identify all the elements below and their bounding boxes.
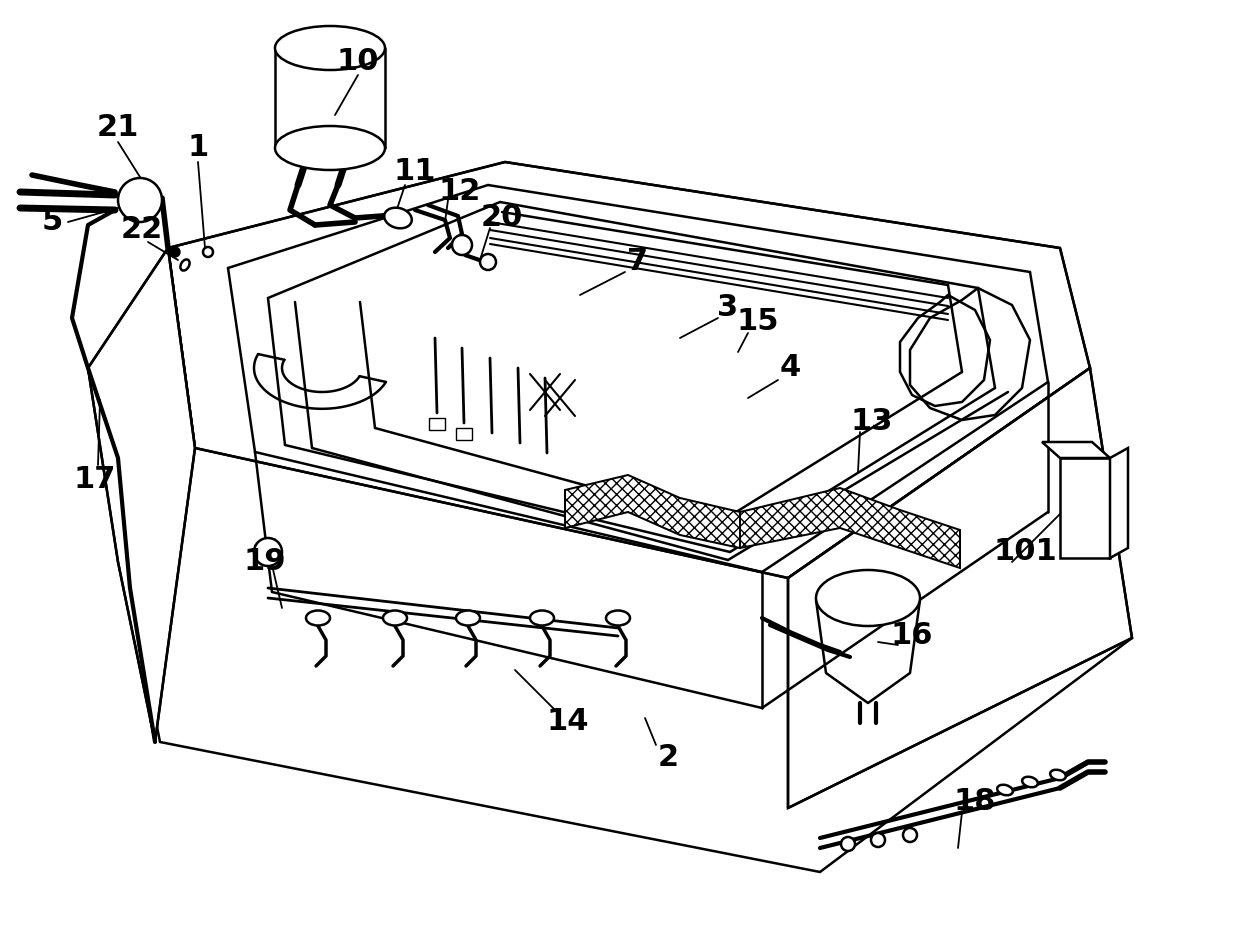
Ellipse shape	[823, 581, 913, 623]
Circle shape	[254, 538, 281, 566]
Text: 11: 11	[394, 157, 436, 187]
Polygon shape	[1042, 442, 1110, 458]
Ellipse shape	[383, 610, 407, 625]
Polygon shape	[429, 418, 445, 430]
Circle shape	[480, 254, 496, 270]
Polygon shape	[787, 368, 1132, 808]
Circle shape	[870, 833, 885, 847]
Text: 16: 16	[890, 621, 934, 649]
Circle shape	[453, 235, 472, 255]
Text: 14: 14	[547, 707, 589, 737]
Ellipse shape	[180, 260, 190, 270]
Text: 22: 22	[120, 215, 164, 245]
Circle shape	[203, 247, 213, 257]
Ellipse shape	[384, 208, 412, 228]
Polygon shape	[167, 162, 1090, 578]
Text: 2: 2	[657, 744, 678, 772]
Ellipse shape	[1022, 777, 1038, 787]
Text: 17: 17	[74, 466, 117, 494]
Text: 4: 4	[780, 353, 801, 383]
Polygon shape	[456, 428, 472, 440]
Text: 10: 10	[337, 48, 379, 76]
Ellipse shape	[1050, 770, 1066, 781]
Ellipse shape	[275, 126, 384, 170]
Text: 5: 5	[41, 208, 63, 236]
Text: 13: 13	[851, 407, 893, 437]
Text: 19: 19	[244, 547, 286, 577]
Ellipse shape	[275, 26, 384, 70]
Ellipse shape	[529, 610, 554, 625]
Circle shape	[118, 178, 162, 222]
Circle shape	[903, 828, 918, 842]
Ellipse shape	[606, 610, 630, 625]
Text: 7: 7	[627, 248, 649, 276]
Ellipse shape	[306, 610, 330, 625]
Circle shape	[170, 247, 180, 257]
Polygon shape	[88, 248, 195, 742]
Text: 18: 18	[954, 787, 996, 817]
Circle shape	[841, 837, 856, 851]
Ellipse shape	[997, 784, 1013, 795]
Ellipse shape	[456, 610, 480, 625]
Polygon shape	[565, 475, 740, 548]
Ellipse shape	[816, 570, 920, 626]
Polygon shape	[740, 488, 960, 568]
Text: 1: 1	[187, 133, 208, 163]
Text: 3: 3	[718, 293, 739, 323]
Text: 101: 101	[993, 538, 1056, 566]
Polygon shape	[1060, 458, 1110, 558]
Text: 15: 15	[737, 307, 779, 336]
Text: 12: 12	[439, 177, 481, 207]
Text: 20: 20	[481, 204, 523, 232]
Text: 21: 21	[97, 113, 139, 143]
Polygon shape	[1110, 448, 1128, 558]
